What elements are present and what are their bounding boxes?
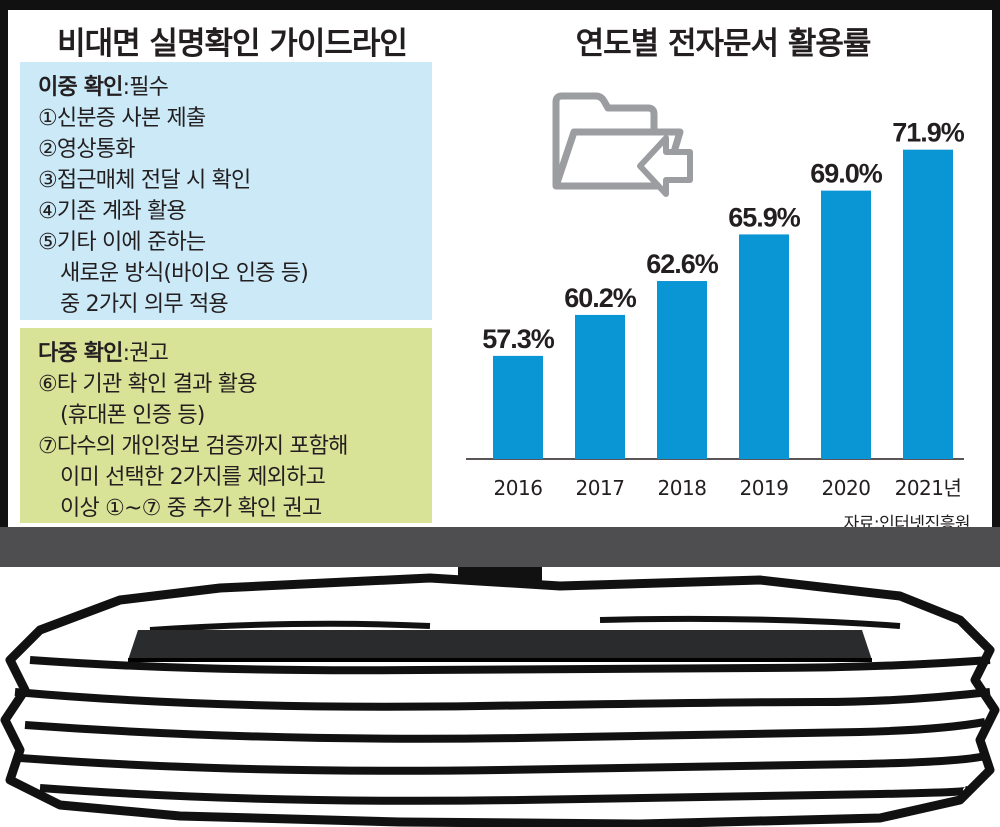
x-tick-2016: 2016 xyxy=(494,476,543,500)
bar-2021년 xyxy=(903,149,953,459)
multi-item-7-cont-1: 이미 선택한 2가지를 제외하고 xyxy=(60,465,326,490)
x-tick-2020: 2020 xyxy=(822,476,871,500)
monitor-frame xyxy=(0,0,1000,527)
multi-item-6: ⑥타 기관 확인 결과 활용 xyxy=(38,372,257,397)
multi-item-6-cont: (휴대폰 인증 등) xyxy=(60,403,205,428)
multi-check-tag: :권고 xyxy=(122,341,169,366)
value-label-2019: 65.9% xyxy=(728,202,801,232)
monitor-bezel xyxy=(0,527,1000,567)
value-label-2017: 60.2% xyxy=(564,283,637,313)
bar-chart: 57.3% 2016 60.2% 2017 62.6% 2018 65.9% 2019 69.0… xyxy=(466,118,966,500)
bar-2018 xyxy=(657,281,707,459)
x-tick-2018: 2018 xyxy=(658,476,707,500)
dual-check-tag: :필수 xyxy=(122,75,169,100)
multi-check-heading: 다중 확인 xyxy=(38,341,123,366)
x-tick-2021년: 2021년 xyxy=(895,476,962,500)
dual-check-heading: 이중 확인 xyxy=(38,75,123,100)
dual-check-header: 이중 확인:필수 xyxy=(38,72,414,103)
paper-stack-illustration xyxy=(0,573,1000,827)
multi-check-box: 다중 확인:권고 ⑥타 기관 확인 결과 활용 (휴대폰 인증 등) ⑦다수의 … xyxy=(20,328,432,523)
dual-item-3: ③접근매체 전달 시 확인 xyxy=(38,168,251,193)
bar-2019 xyxy=(739,234,789,459)
dual-item-2: ②영상통화 xyxy=(38,137,135,162)
x-tick-2019: 2019 xyxy=(740,476,789,500)
multi-check-header: 다중 확인:권고 xyxy=(38,338,414,369)
bar-2020 xyxy=(821,190,871,459)
x-tick-2017: 2017 xyxy=(576,476,625,500)
bar-2017 xyxy=(575,314,625,459)
dual-item-5-cont-1: 새로운 방식(바이오 인증 등) xyxy=(60,261,309,286)
value-label-2021년: 71.9% xyxy=(892,118,965,148)
value-label-2018: 62.6% xyxy=(646,249,719,279)
guideline-title: 비대면 실명확인 가이드라인 xyxy=(57,26,408,62)
bar-2016 xyxy=(493,355,543,459)
value-label-2020: 69.0% xyxy=(810,159,883,189)
folder-arrow-icon xyxy=(552,92,693,197)
multi-item-7-cont-2: 이상 ①~⑦ 중 추가 확인 권고 xyxy=(60,496,322,521)
chart-title: 연도별 전자문서 활용률 xyxy=(575,26,872,62)
value-label-2016: 57.3% xyxy=(482,324,555,354)
multi-item-7: ⑦다수의 개인정보 검증까지 포함해 xyxy=(38,434,348,459)
dual-item-5-cont-2: 중 2가지 의무 적용 xyxy=(60,292,229,317)
dual-check-box: 이중 확인:필수 ①신분증 사본 제출 ②영상통화 ③접근매체 전달 시 확인 … xyxy=(20,62,432,320)
dual-item-4: ④기존 계좌 활용 xyxy=(38,199,187,224)
dual-item-1: ①신분증 사본 제출 xyxy=(38,106,206,131)
monitor-screen: 비대면 실명확인 가이드라인 연도별 전자문서 활용률 이중 확인:필수 ①신분… xyxy=(8,10,992,534)
dual-item-5: ⑤기타 이에 준하는 xyxy=(38,230,206,255)
